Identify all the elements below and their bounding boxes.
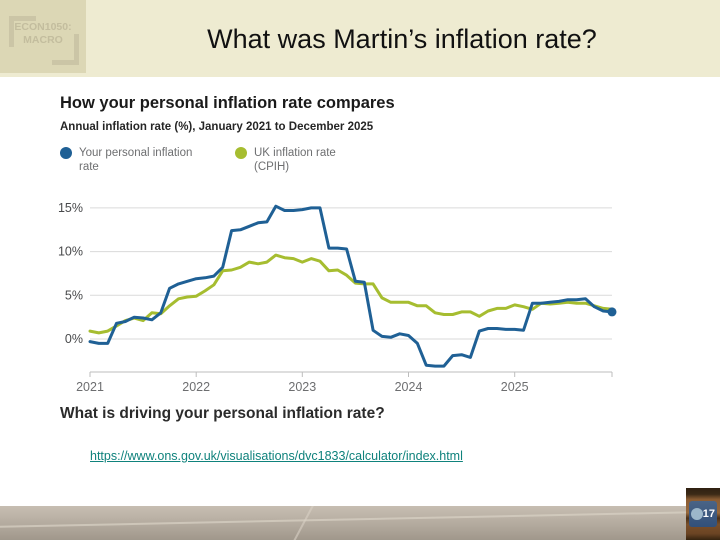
logo-bracket-icon [52, 34, 79, 65]
logo-bracket-icon [9, 16, 36, 47]
legend-dot [235, 147, 247, 159]
floor-grout-line [0, 509, 720, 529]
page-number-badge: 17 [689, 501, 717, 527]
svg-text:2024: 2024 [395, 380, 423, 394]
ons-calculator-link[interactable]: https://www.ons.gov.uk/visualisations/dv… [90, 449, 463, 463]
driving-question-heading: What is driving your personal inflation … [60, 405, 385, 422]
legend-label: UK inflation rate (CPIH) [254, 147, 336, 173]
svg-text:10%: 10% [58, 245, 83, 259]
course-logo: ECON1050: MACRO [0, 0, 86, 73]
chart-subtitle: Annual inflation rate (%), January 2021 … [60, 121, 374, 133]
inflation-line-chart: 0% 5% 10% 15% 2021 2022 2023 2024 2025 [55, 193, 630, 405]
floor-photo [0, 506, 720, 540]
svg-text:2023: 2023 [288, 380, 316, 394]
page-number: 17 [702, 508, 715, 520]
badge-circle-icon [691, 508, 703, 520]
logo-text: ECON1050: MACRO [0, 21, 86, 46]
svg-text:2021: 2021 [76, 380, 104, 394]
slide-title: What was Martin’s inflation rate? [207, 24, 597, 54]
slide-header-band: ECON1050: MACRO What was Martin’s inflat… [0, 0, 720, 77]
chart-title: How your personal inflation rate compare… [60, 94, 395, 112]
shelf-photo-thumbnail: 17 [686, 488, 720, 540]
legend-item-personal: Your personal inflation rate [60, 146, 197, 174]
legend-label: Your personal inflation rate [79, 147, 193, 173]
svg-text:2025: 2025 [501, 380, 529, 394]
floor-grout-line [286, 506, 316, 540]
chart-legend: Your personal inflation rate UK inflatio… [60, 146, 358, 174]
logo-text-line1: ECON1050: [14, 21, 72, 33]
legend-item-uk-cpih: UK inflation rate (CPIH) [235, 146, 358, 174]
svg-text:2022: 2022 [182, 380, 210, 394]
legend-dot [60, 147, 72, 159]
svg-text:15%: 15% [58, 201, 83, 215]
svg-text:0%: 0% [65, 332, 83, 346]
svg-text:5%: 5% [65, 288, 83, 302]
logo-text-line2: MACRO [23, 33, 63, 46]
